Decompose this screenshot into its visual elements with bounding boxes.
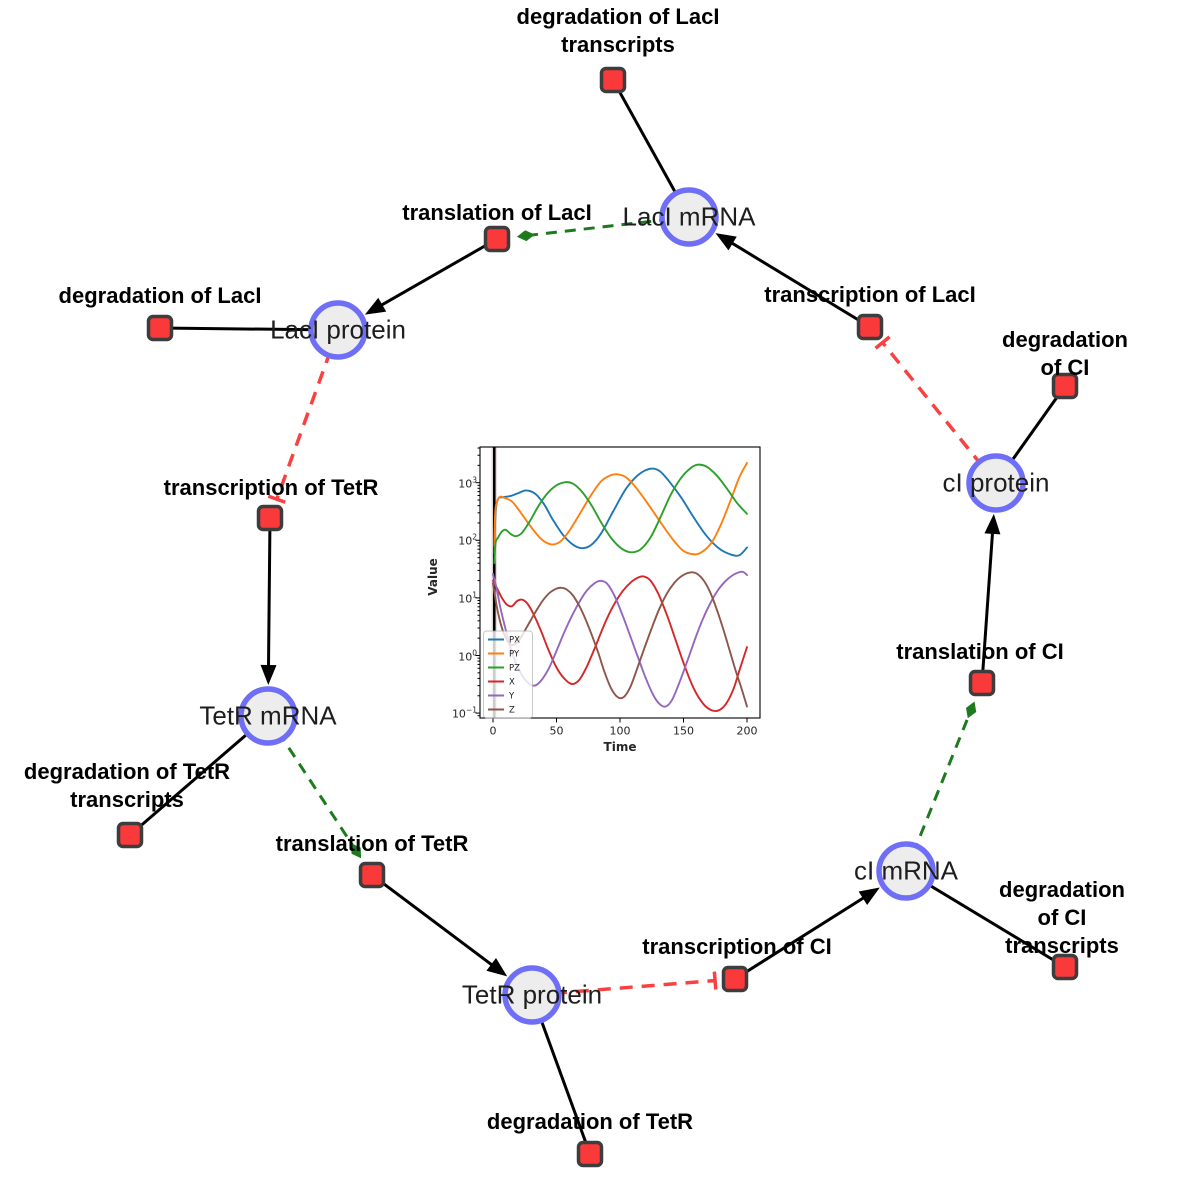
edge-transl_TetR-TetR_protein [371,873,499,971]
timecourse-plot-canvas: PX PY PZ XYZ [475,446,761,723]
edge-transl_CI-cI_protein [980,525,995,684]
edge-cI_mRNA-deg_CI_tx [905,869,1066,969]
species-node-LacI_mRNA[interactable] [659,187,719,247]
edge-LacI_protein-transc_TetR-tbar [267,494,286,504]
species-node-cI_protein[interactable] [966,453,1026,513]
edge-TetR_protein-transc_CI [531,978,716,997]
reaction-node-deg_LacI[interactable] [146,314,174,342]
edge-transl_LacI-LacI_protein-arrowhead [364,297,387,315]
series-line-X [492,575,748,712]
reaction-node-transc_CI[interactable] [721,965,749,993]
legend-label-PY: PY [509,650,520,660]
edge-TetR_protein-transc_CI-tbar [712,971,718,990]
edge-transl_LacI-LacI_protein [374,237,498,310]
legend-label-X: X [509,678,515,688]
reaction-node-deg_TetR[interactable] [576,1140,604,1168]
legend-label-Y: Y [508,692,515,702]
edge-cI_mRNA-transl_CI-arrowhead [966,701,977,719]
species-node-cI_mRNA[interactable] [876,841,936,901]
series-line-PX [493,467,748,557]
reaction-node-transl_CI[interactable] [968,669,996,697]
legend: PX PY PZ XYZ [483,630,533,719]
edge-cI_protein-transc_LacI-tbar [874,335,891,350]
edge-transl_CI-cI_protein-arrowhead [984,513,1001,535]
edge-transc_TetR-TetR_mRNA [266,517,272,674]
edge-LacI_mRNA-transl_LacI-arrowhead [516,230,535,242]
species-node-TetR_mRNA[interactable] [238,686,298,746]
legend-label-PZ: PZ [509,664,520,674]
reaction-node-deg_CI_tx[interactable] [1051,953,1079,981]
edge-transc_CI-cI_mRNA-arrowhead [858,887,880,905]
species-node-LacI_protein[interactable] [308,300,368,360]
series-line-PY [493,462,748,556]
edge-transc_CI-cI_mRNA [734,892,871,981]
edge-transc_LacI-LacI_mRNA [724,238,871,329]
reaction-node-deg_TetR_tx[interactable] [116,821,144,849]
legend-label-PX: PX [509,636,520,646]
edge-cI_protein-transc_LacI [881,341,998,485]
edge-transc_LacI-LacI_mRNA-arrowhead [715,233,737,251]
edge-TetR_mRNA-transl_TetR-arrowhead [351,843,362,859]
legend-label-Z: Z [509,706,515,716]
edge-TetR_mRNA-deg_TetR_tx [129,714,269,837]
reaction-node-deg_CI[interactable] [1051,372,1079,400]
edge-LacI_protein-transc_TetR [275,329,340,500]
reaction-node-deg_LacI_tx[interactable] [599,66,627,94]
series-line-PZ [493,463,748,565]
reaction-node-transc_LacI[interactable] [856,313,884,341]
reaction-node-transc_TetR[interactable] [256,504,284,532]
edge-transc_TetR-TetR_mRNA-arrowhead [260,664,277,686]
reaction-node-transl_TetR[interactable] [358,861,386,889]
timecourse-plot: PX PY PZ X Y Z [425,430,790,765]
edge-transl_TetR-TetR_protein-arrowhead [486,958,508,977]
species-node-TetR_protein[interactable] [502,965,562,1025]
reaction-node-transl_LacI[interactable] [483,225,511,253]
